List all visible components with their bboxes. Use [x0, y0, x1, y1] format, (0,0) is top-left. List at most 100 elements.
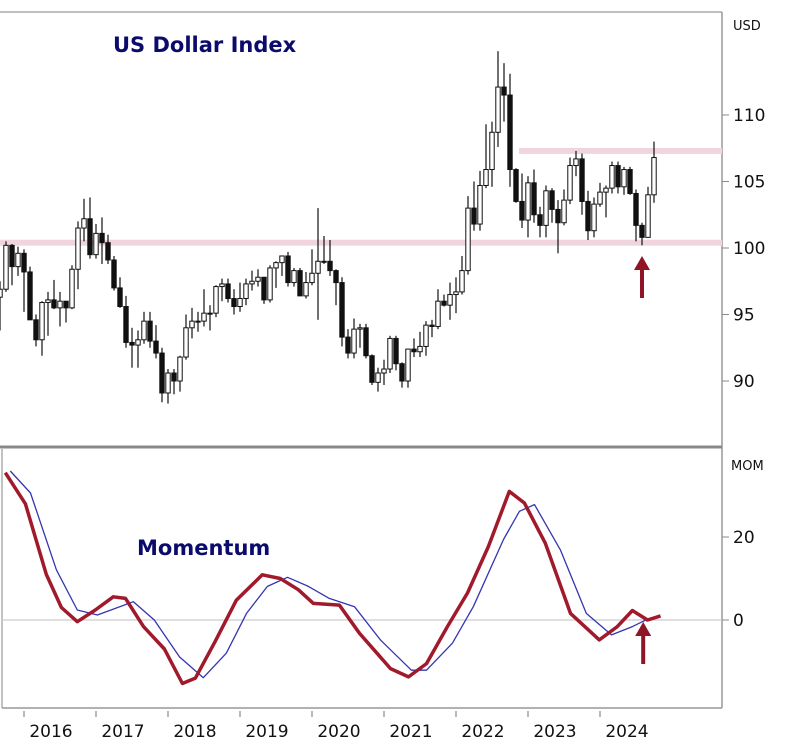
- candle-body: [363, 327, 369, 357]
- candle-body: [441, 300, 447, 306]
- year-tick-label: 2019: [245, 722, 288, 742]
- year-tick-label: 2022: [461, 722, 504, 742]
- support-resistance-bands: [0, 147, 722, 246]
- candle-body: [489, 131, 495, 171]
- candle-body: [195, 320, 201, 323]
- candle-body: [525, 182, 531, 221]
- candle-body: [495, 86, 501, 133]
- candle-body: [159, 352, 165, 394]
- year-tick-label: 2024: [605, 722, 648, 742]
- usd-tick-label: 95: [733, 306, 755, 326]
- candle-body: [237, 298, 243, 308]
- candle-body: [345, 336, 351, 354]
- candle-body: [501, 86, 507, 96]
- candle-body: [177, 356, 183, 382]
- candle-body: [147, 320, 153, 342]
- candle-body: [531, 182, 537, 216]
- candle-body: [537, 214, 543, 226]
- candle-body: [603, 187, 609, 193]
- candle-body: [435, 300, 441, 327]
- candle-body: [597, 191, 603, 205]
- chart-frame: [0, 11, 723, 709]
- candle-body: [231, 298, 237, 308]
- candle-body: [75, 227, 81, 270]
- usd-tick-label: 110: [733, 106, 765, 126]
- candle-body: [309, 272, 315, 284]
- candle-body: [483, 169, 489, 186]
- candle-body: [405, 348, 411, 382]
- candle-body: [609, 165, 615, 189]
- usd-tick-label: 100: [733, 239, 765, 259]
- axes: 90 95 100 105 110 0 20 2016 2017 2018 2019 2020 2021…: [23, 106, 765, 742]
- candle-body: [639, 224, 645, 238]
- candle-body: [219, 283, 225, 288]
- candle-body: [3, 244, 9, 290]
- year-tick-label: 2023: [533, 722, 576, 742]
- candle-body: [387, 337, 393, 370]
- candle-body: [27, 271, 33, 321]
- candle-body: [9, 244, 15, 268]
- candle-body: [549, 190, 555, 210]
- candle-body: [471, 207, 477, 225]
- candle-body: [207, 312, 213, 315]
- momentum-title: Momentum: [137, 536, 270, 560]
- candle-body: [81, 218, 87, 229]
- horizontal-band: [519, 147, 722, 154]
- candle-body: [411, 348, 417, 353]
- candle-body: [39, 302, 45, 341]
- candle-body: [0, 288, 3, 298]
- candle-body: [171, 372, 177, 382]
- candle-body: [135, 339, 141, 346]
- candle-body: [423, 324, 429, 347]
- candle-body: [57, 300, 63, 309]
- candle-body: [69, 268, 75, 309]
- usd-axis-label: USD: [733, 19, 761, 34]
- upper-chart-title: US Dollar Index: [113, 33, 297, 57]
- candle-body: [51, 299, 57, 309]
- candle-body: [15, 252, 21, 268]
- candle-body: [33, 319, 39, 341]
- candle-body: [429, 324, 435, 327]
- upper-arrow-icon-head: [634, 256, 650, 270]
- candle-body: [393, 337, 399, 365]
- candle-body: [555, 208, 561, 224]
- candle-body: [591, 203, 597, 232]
- candle-body: [63, 300, 69, 309]
- candle-body: [153, 340, 159, 354]
- candle-body: [369, 355, 375, 383]
- usd-tick-label: 105: [733, 173, 765, 193]
- candle-body: [513, 169, 519, 202]
- horizontal-band: [0, 239, 722, 246]
- year-tick-label: 2016: [29, 722, 72, 742]
- candle-body: [543, 190, 549, 226]
- usd-tick-label: 90: [733, 372, 755, 392]
- mom-tick-label: 0: [733, 611, 744, 631]
- candle-body: [99, 232, 105, 244]
- candle-body: [627, 169, 633, 194]
- lower-arrow-icon-head: [635, 622, 652, 636]
- candle-body: [339, 282, 345, 338]
- candle-body: [105, 242, 111, 261]
- candle-body: [111, 259, 117, 289]
- candle-body: [183, 327, 189, 358]
- candle-body: [267, 267, 273, 301]
- candle-body: [327, 260, 333, 272]
- candle-body: [291, 270, 297, 284]
- momentum-line: [3, 471, 662, 686]
- candle-body: [621, 169, 627, 188]
- candle-body: [117, 287, 123, 308]
- candle-body: [447, 294, 453, 306]
- candle-body: [561, 199, 567, 224]
- candle-body: [399, 363, 405, 382]
- candle-body: [357, 327, 363, 330]
- candle-body: [201, 312, 207, 322]
- candle-body: [189, 320, 195, 329]
- candle-body: [45, 299, 51, 304]
- candle-body: [285, 255, 291, 284]
- candle-body: [87, 218, 93, 256]
- year-tick-label: 2017: [101, 722, 144, 742]
- candle-body: [381, 368, 387, 374]
- candle-body: [579, 158, 585, 202]
- candle-body: [633, 192, 639, 226]
